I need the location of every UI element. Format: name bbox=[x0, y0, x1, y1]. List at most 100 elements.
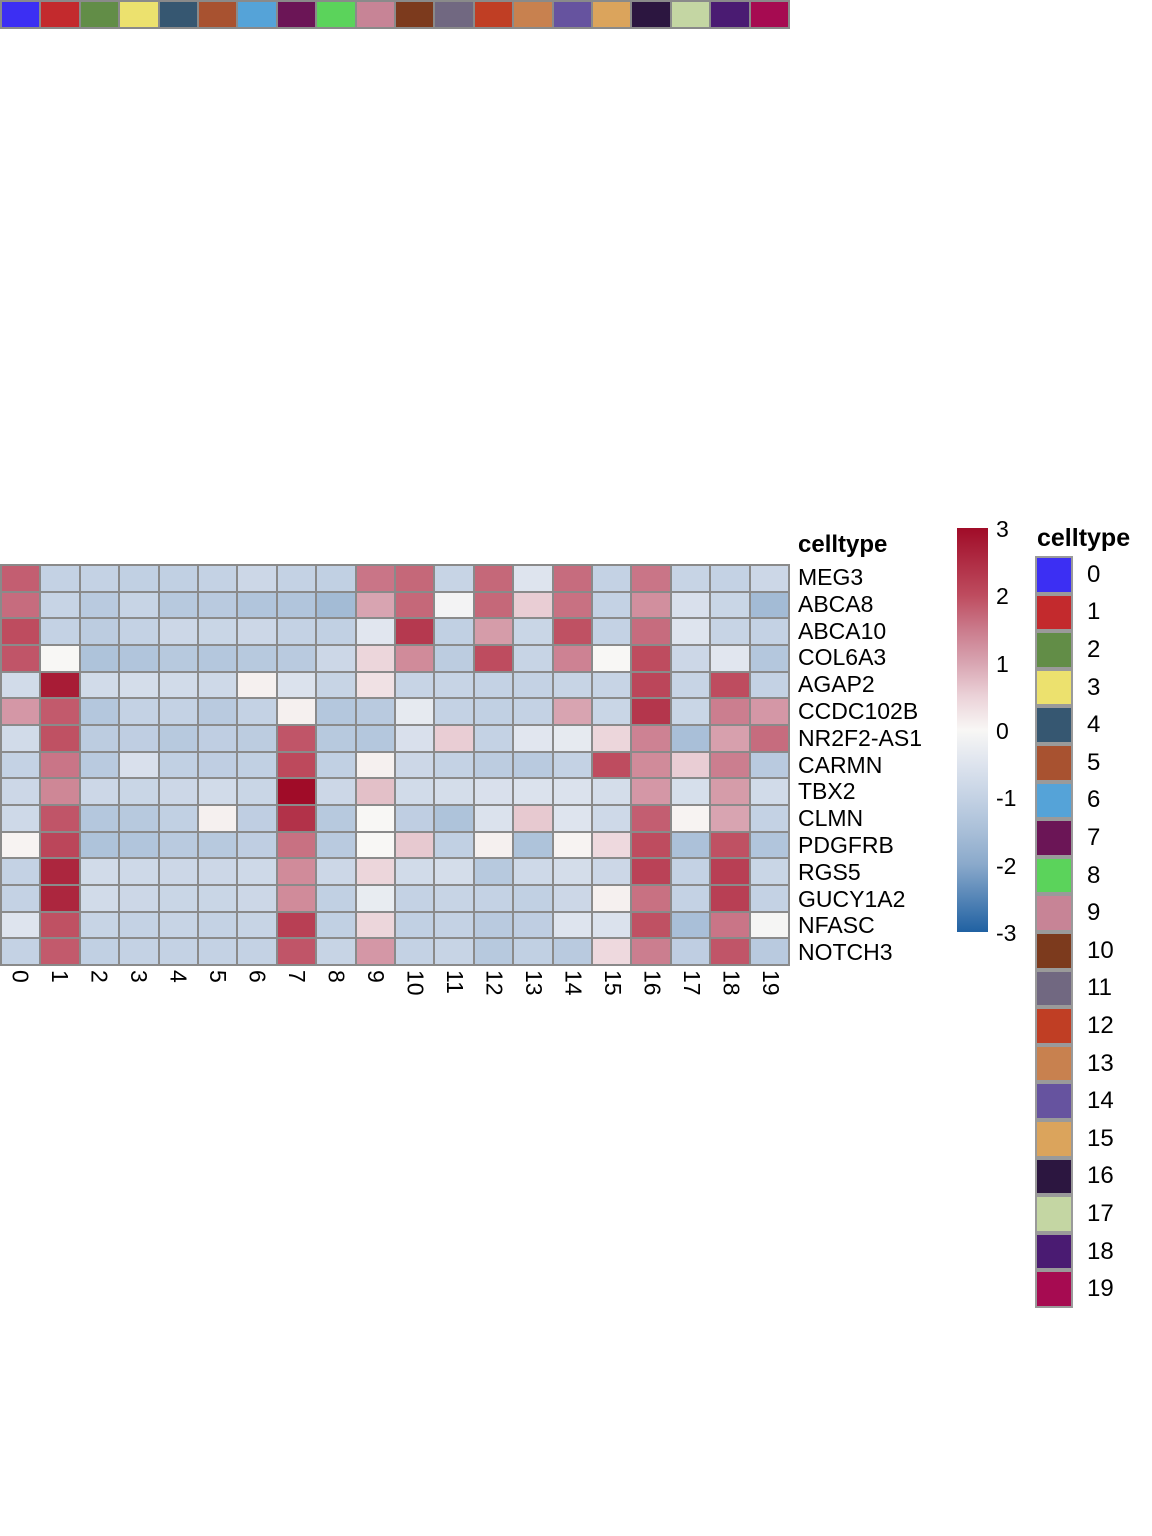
heatmap-cell-GUCY1A2-19 bbox=[750, 885, 788, 911]
heatmap-cell-NR2F2-AS1-7 bbox=[277, 725, 316, 751]
row-label-AGAP2: AGAP2 bbox=[798, 671, 875, 698]
legend-label-5: 5 bbox=[1087, 748, 1101, 776]
legend-swatch-6 bbox=[1035, 781, 1073, 820]
heatmap-cell-NOTCH3-5 bbox=[199, 939, 237, 964]
heatmap-cell-NOTCH3-3 bbox=[120, 939, 158, 964]
col-label-1: 1 bbox=[46, 970, 73, 983]
row-label-ABCA8: ABCA8 bbox=[798, 590, 874, 617]
heatmap-cell-NFASC-19 bbox=[750, 912, 788, 938]
heatmap-cell-CLMN-5 bbox=[199, 805, 237, 831]
legend-label-16: 16 bbox=[1087, 1162, 1114, 1190]
heatmap-cell-AGAP2-5 bbox=[199, 672, 237, 698]
annotation-cell-13 bbox=[514, 2, 552, 27]
heatmap-cell-NR2F2-AS1-11 bbox=[435, 725, 473, 751]
heatmap-cell-PDGFRB-15 bbox=[593, 832, 631, 858]
heatmap-cell-MEG3-10 bbox=[396, 566, 434, 591]
heatmap-cell-RGS5-15 bbox=[593, 859, 631, 884]
heatmap-cell-ABCA8-8 bbox=[317, 592, 355, 618]
legend-swatch-7 bbox=[1035, 819, 1073, 857]
heatmap-grid bbox=[0, 564, 790, 966]
heatmap-cell-CARMN-10 bbox=[396, 752, 434, 778]
heatmap-cell-ABCA8-15 bbox=[593, 592, 631, 618]
heatmap-cell-ABCA8-4 bbox=[159, 592, 197, 618]
annotation-cell-17 bbox=[671, 2, 710, 27]
heatmap-cell-RGS5-9 bbox=[356, 859, 394, 884]
heatmap-cell-GUCY1A2-17 bbox=[671, 885, 710, 911]
heatmap-cell-NR2F2-AS1-1 bbox=[41, 725, 79, 751]
heatmap-cell-NR2F2-AS1-3 bbox=[120, 725, 158, 751]
heatmap-cell-NR2F2-AS1-16 bbox=[632, 725, 670, 751]
heatmap-cell-TBX2-14 bbox=[553, 779, 591, 804]
heatmap-cell-TBX2-9 bbox=[356, 779, 394, 804]
heatmap-cell-ABCA8-14 bbox=[553, 592, 591, 618]
heatmap-cell-NFASC-5 bbox=[199, 912, 237, 938]
heatmap-cell-COL6A3-19 bbox=[750, 645, 788, 671]
heatmap-cell-TBX2-1 bbox=[41, 779, 79, 804]
heatmap-cell-CLMN-13 bbox=[514, 805, 552, 831]
col-label-18: 18 bbox=[718, 970, 745, 996]
heatmap-cell-RGS5-10 bbox=[396, 859, 434, 884]
legend-label-7: 7 bbox=[1087, 823, 1101, 851]
heatmap-cell-MEG3-17 bbox=[671, 566, 710, 591]
heatmap-cell-TBX2-10 bbox=[396, 779, 434, 804]
heatmap-cell-CLMN-8 bbox=[317, 805, 355, 831]
heatmap-cell-TBX2-0 bbox=[2, 779, 40, 804]
heatmap-cell-ABCA8-7 bbox=[277, 592, 316, 618]
heatmap-cell-NFASC-1 bbox=[41, 912, 79, 938]
heatmap-cell-AGAP2-4 bbox=[159, 672, 197, 698]
heatmap-cell-AGAP2-2 bbox=[80, 672, 119, 698]
heatmap-cell-RGS5-0 bbox=[2, 859, 40, 884]
heatmap-cell-CLMN-9 bbox=[356, 805, 394, 831]
heatmap-cell-PDGFRB-13 bbox=[514, 832, 552, 858]
heatmap-cell-AGAP2-9 bbox=[356, 672, 394, 698]
heatmap-cell-CLMN-1 bbox=[41, 805, 79, 831]
heatmap-cell-ABCA10-3 bbox=[120, 619, 158, 644]
heatmap-cell-CARMN-0 bbox=[2, 752, 40, 778]
col-label-16: 16 bbox=[639, 970, 666, 996]
heatmap-cell-NFASC-18 bbox=[711, 912, 749, 938]
heatmap-cell-ABCA10-4 bbox=[159, 619, 197, 644]
heatmap-cell-TBX2-5 bbox=[199, 779, 237, 804]
heatmap-cell-ABCA8-10 bbox=[396, 592, 434, 618]
heatmap-cell-RGS5-11 bbox=[435, 859, 473, 884]
heatmap-cell-AGAP2-3 bbox=[120, 672, 158, 698]
heatmap-cell-RGS5-19 bbox=[750, 859, 788, 884]
row-label-NFASC: NFASC bbox=[798, 912, 875, 939]
heatmap-cell-NOTCH3-0 bbox=[2, 939, 40, 964]
heatmap-cell-PDGFRB-14 bbox=[553, 832, 591, 858]
colorbar-tick-3: 3 bbox=[996, 515, 1009, 542]
heatmap-cell-CARMN-11 bbox=[435, 752, 473, 778]
heatmap-cell-CLMN-17 bbox=[671, 805, 710, 831]
heatmap-cell-RGS5-2 bbox=[80, 859, 119, 884]
heatmap-cell-PDGFRB-11 bbox=[435, 832, 473, 858]
col-label-19: 19 bbox=[757, 970, 784, 996]
heatmap-cell-COL6A3-6 bbox=[238, 645, 276, 671]
heatmap-cell-AGAP2-12 bbox=[474, 672, 513, 698]
legend-swatch-3 bbox=[1035, 668, 1073, 707]
heatmap-cell-COL6A3-9 bbox=[356, 645, 394, 671]
heatmap-cell-GUCY1A2-6 bbox=[238, 885, 276, 911]
heatmap-cell-TBX2-19 bbox=[750, 779, 788, 804]
heatmap-cell-CLMN-3 bbox=[120, 805, 158, 831]
annotation-cell-9 bbox=[356, 2, 394, 27]
heatmap-cell-NOTCH3-17 bbox=[671, 939, 710, 964]
heatmap-cell-TBX2-4 bbox=[159, 779, 197, 804]
heatmap-cell-RGS5-6 bbox=[238, 859, 276, 884]
row-label-NR2F2-AS1: NR2F2-AS1 bbox=[798, 724, 922, 751]
heatmap-cell-TBX2-11 bbox=[435, 779, 473, 804]
heatmap-cell-GUCY1A2-4 bbox=[159, 885, 197, 911]
heatmap-cell-CLMN-16 bbox=[632, 805, 670, 831]
heatmap-cell-RGS5-7 bbox=[277, 859, 316, 884]
heatmap-cell-RGS5-5 bbox=[199, 859, 237, 884]
heatmap-cell-GUCY1A2-15 bbox=[593, 885, 631, 911]
heatmap-cell-CCDC102B-16 bbox=[632, 699, 670, 724]
heatmap-cell-MEG3-4 bbox=[159, 566, 197, 591]
heatmap-cell-CCDC102B-3 bbox=[120, 699, 158, 724]
heatmap-cell-NR2F2-AS1-12 bbox=[474, 725, 513, 751]
heatmap-cell-PDGFRB-9 bbox=[356, 832, 394, 858]
legend-label-13: 13 bbox=[1087, 1049, 1114, 1077]
heatmap-cell-COL6A3-0 bbox=[2, 645, 40, 671]
heatmap-cell-GUCY1A2-11 bbox=[435, 885, 473, 911]
heatmap-cell-CCDC102B-0 bbox=[2, 699, 40, 724]
heatmap-cell-PDGFRB-1 bbox=[41, 832, 79, 858]
